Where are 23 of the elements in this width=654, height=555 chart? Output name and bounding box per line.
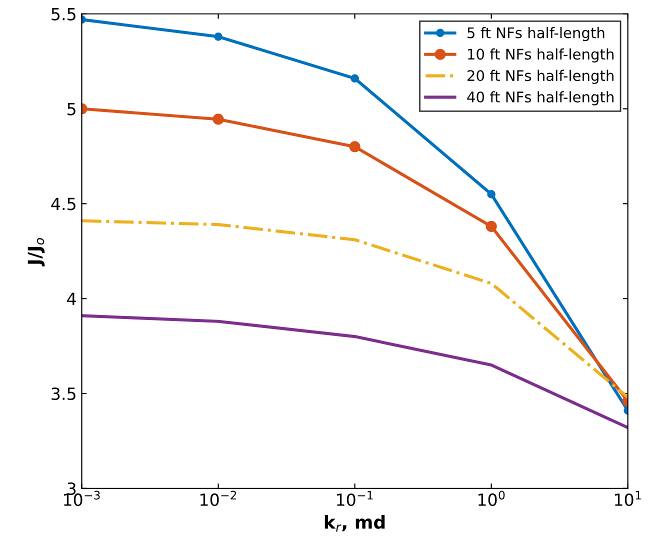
- point: [486, 220, 497, 232]
- point: [214, 32, 222, 41]
- x-tick-label: 10$^{−2}$: [200, 490, 236, 506]
- point: [349, 141, 360, 152]
- x-axis-title: k$_{r}$, md: [324, 514, 385, 532]
- legend-label: 10 ft NFs half-length: [468, 48, 614, 63]
- y-axis-title: J/J$_{o}$: [28, 238, 45, 266]
- x-tick-label: 10$^{1}$: [615, 490, 641, 506]
- y-tick-label: 5.5: [52, 8, 76, 20]
- point: [350, 74, 359, 83]
- point: [212, 114, 224, 125]
- y-tick-label: 3.5: [52, 387, 76, 400]
- line-series: [82, 314, 628, 430]
- y-tick-label: 4: [67, 292, 76, 305]
- y-tick-label: 5: [68, 102, 76, 116]
- legend-label: 40 ft NFs half-length: [467, 91, 614, 106]
- point: [487, 190, 496, 198]
- legend-label: 20 ft NFs half-length: [468, 70, 614, 84]
- x-tick-label: 10$^{0}$: [478, 490, 505, 506]
- y-tick-label: 3: [68, 482, 76, 495]
- y-tick-label: 4.5: [51, 198, 76, 210]
- legend-label: 5 ft NFs half-length: [468, 27, 604, 42]
- x-tick-label: 10$^{−1}$: [337, 490, 373, 506]
